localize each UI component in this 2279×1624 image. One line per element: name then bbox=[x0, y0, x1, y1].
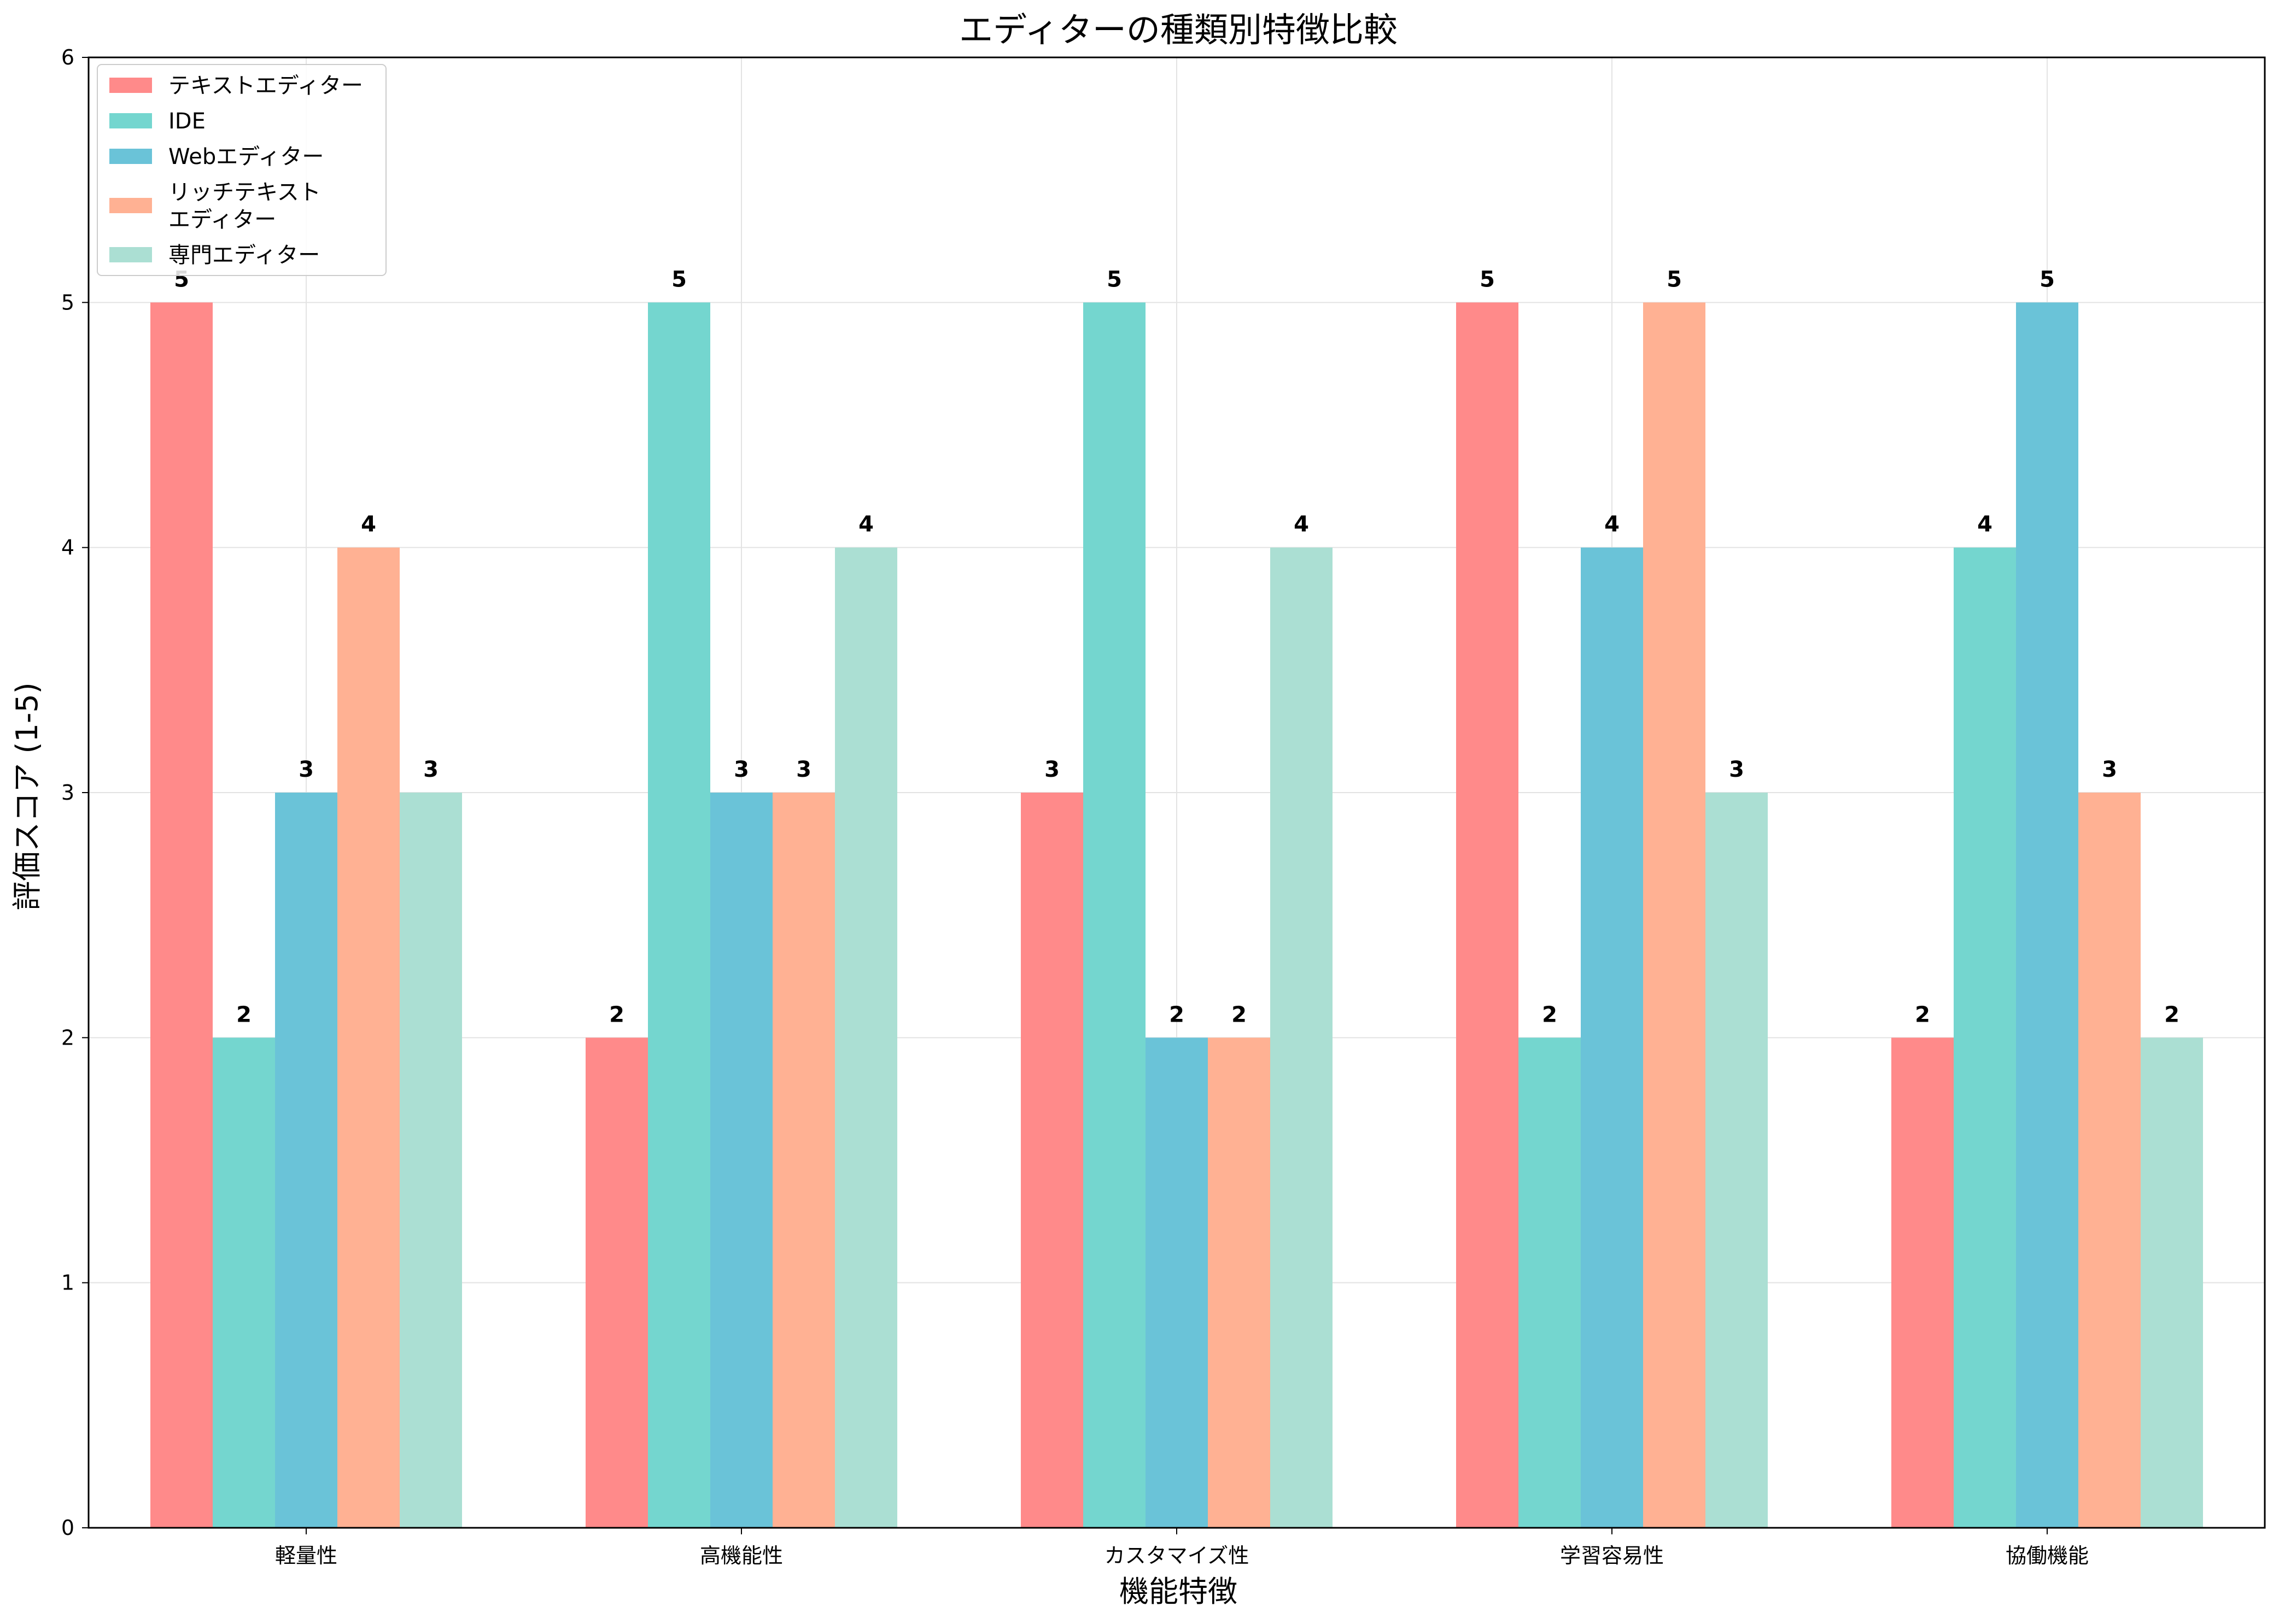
y-tick-label: 1 bbox=[61, 1271, 74, 1295]
legend-label: 専門エディター bbox=[168, 243, 320, 268]
bar bbox=[275, 793, 337, 1528]
data-label: 5 bbox=[1107, 267, 1122, 292]
legend-label: リッチテキスト bbox=[168, 180, 321, 205]
data-label: 2 bbox=[1169, 1002, 1184, 1027]
data-label: 3 bbox=[299, 757, 314, 782]
data-label: 3 bbox=[1044, 757, 1060, 782]
data-label: 2 bbox=[236, 1002, 252, 1027]
bars bbox=[150, 302, 2203, 1528]
bar bbox=[1083, 302, 1146, 1528]
data-label: 3 bbox=[796, 757, 811, 782]
bar bbox=[2078, 793, 2141, 1528]
y-tick-label: 4 bbox=[61, 536, 74, 560]
x-tick-label: 高機能性 bbox=[700, 1544, 783, 1568]
data-label: 2 bbox=[1915, 1002, 1930, 1027]
bar bbox=[1456, 302, 1518, 1528]
data-label: 3 bbox=[734, 757, 749, 782]
data-label: 3 bbox=[1729, 757, 1744, 782]
legend-swatch bbox=[109, 247, 152, 262]
bar bbox=[1643, 302, 1705, 1528]
bar bbox=[710, 793, 773, 1528]
bar bbox=[1891, 1037, 1954, 1528]
legend-label: テキストエディター bbox=[168, 73, 363, 98]
x-tick-label: 軽量性 bbox=[275, 1544, 337, 1568]
data-label: 2 bbox=[2164, 1002, 2179, 1027]
data-label: 2 bbox=[1231, 1002, 1247, 1027]
legend-label: IDE bbox=[168, 109, 206, 134]
x-tick-label: カスタマイズ性 bbox=[1105, 1544, 1249, 1568]
legend-swatch bbox=[109, 149, 152, 164]
x-tick-label: 協働機能 bbox=[2006, 1544, 2089, 1568]
data-label: 5 bbox=[1667, 267, 1682, 292]
bar bbox=[2016, 302, 2078, 1528]
y-tick-label: 3 bbox=[61, 781, 74, 805]
data-label: 2 bbox=[1542, 1002, 1557, 1027]
data-label: 2 bbox=[609, 1002, 624, 1027]
data-label: 5 bbox=[2040, 267, 2055, 292]
bar bbox=[1270, 547, 1333, 1528]
bar bbox=[150, 302, 213, 1528]
y-axis-label: 評価スコア (1-5) bbox=[10, 682, 44, 911]
bar bbox=[1518, 1037, 1581, 1528]
y-tick-label: 6 bbox=[61, 45, 74, 69]
bar bbox=[586, 1037, 648, 1528]
bar bbox=[213, 1037, 275, 1528]
legend-swatch bbox=[109, 78, 152, 93]
data-label: 3 bbox=[423, 757, 439, 782]
bar bbox=[1954, 547, 2016, 1528]
axes: 0 1 2 3 4 5 6 軽量性 高機能性 カスタマイズ性 学習容易性 協働機能 bbox=[61, 45, 2266, 1568]
y-tick-label: 0 bbox=[61, 1516, 74, 1540]
legend-label: エディター bbox=[168, 207, 276, 232]
bar bbox=[400, 793, 462, 1528]
legend-label: Webエディター bbox=[168, 144, 324, 169]
bar bbox=[1208, 1037, 1270, 1528]
chart-title: エディターの種類別特徴比較 bbox=[959, 10, 1398, 50]
data-label: 5 bbox=[671, 267, 687, 292]
x-axis-label: 機能特徴 bbox=[1119, 1574, 1237, 1609]
legend-swatch bbox=[109, 198, 152, 213]
plot-frame bbox=[87, 56, 2266, 1529]
bar bbox=[1146, 1037, 1208, 1528]
data-label: 4 bbox=[1294, 512, 1309, 537]
bar bbox=[1581, 547, 1643, 1528]
bar bbox=[835, 547, 897, 1528]
data-label: 3 bbox=[2102, 757, 2117, 782]
bar bbox=[773, 793, 835, 1528]
bar bbox=[2141, 1037, 2203, 1528]
y-tick-label: 5 bbox=[61, 290, 74, 314]
bar bbox=[648, 302, 710, 1528]
x-tick-label: 学習容易性 bbox=[1560, 1544, 1664, 1568]
legend-swatch bbox=[109, 113, 152, 128]
bar bbox=[337, 547, 400, 1528]
data-label: 4 bbox=[1977, 512, 1992, 537]
data-label: 4 bbox=[361, 512, 376, 537]
data-label: 4 bbox=[1604, 512, 1620, 537]
y-tick-label: 2 bbox=[61, 1025, 74, 1050]
legend-box bbox=[97, 64, 387, 276]
bar bbox=[1021, 793, 1083, 1528]
bar bbox=[1705, 793, 1768, 1528]
data-label: 5 bbox=[1480, 267, 1495, 292]
data-label: 4 bbox=[858, 512, 874, 537]
